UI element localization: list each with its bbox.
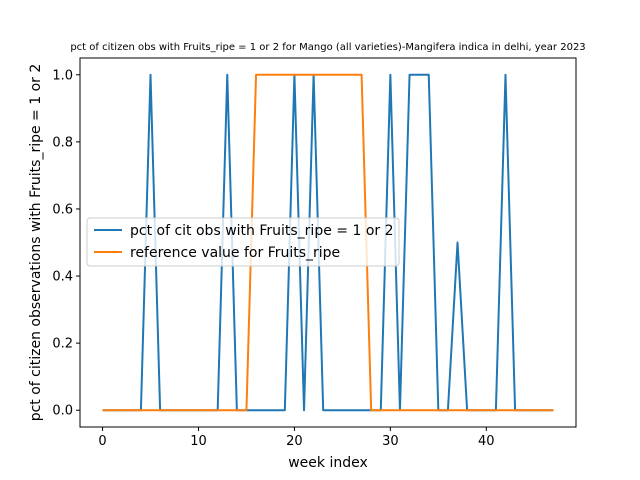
y-tick-label: 1.0 [52,68,73,83]
y-tick-label: 0.6 [52,202,73,217]
legend: pct of cit obs with Fruits_ripe = 1 or 2… [86,217,400,267]
x-tick-label: 40 [478,434,495,449]
chart-title: pct of citizen obs with Fruits_ripe = 1 … [70,42,585,53]
y-tick-label: 0.0 [52,404,73,419]
y-tick-label: 0.8 [52,135,73,150]
plot-frame [79,57,577,428]
y-tick-label: 0.2 [52,337,73,352]
x-tick-label: 10 [190,434,207,449]
x-tick-label: 30 [382,434,399,449]
x-tick-label: 0 [98,434,106,449]
legend-label-series-1: pct of cit obs with Fruits_ripe = 1 or 2 [130,223,394,239]
y-axis-label: pct of citizen observations with Fruits_… [28,64,44,422]
legend-box [86,217,400,267]
series-layer [102,73,554,412]
x-axis-label: week index [288,455,368,471]
y-tick-label: 0.4 [52,270,73,285]
series-line-2 [102,73,554,412]
x-tick-label: 20 [286,434,303,449]
legend-label-series-2: reference value for Fruits_ripe [130,245,340,261]
x-axis-ticks: 0 10 20 30 40 [98,427,495,449]
y-axis-ticks: 0.0 0.2 0.4 0.6 0.8 1.0 [52,68,80,419]
